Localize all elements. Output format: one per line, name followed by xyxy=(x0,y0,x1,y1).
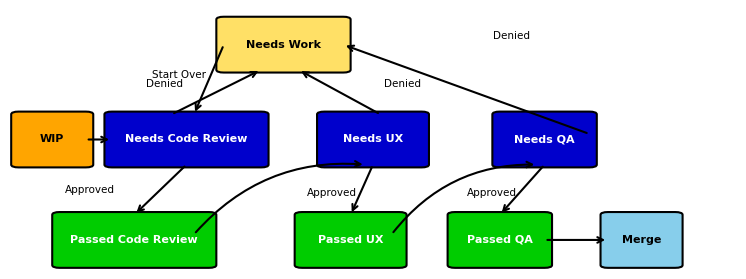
Text: Needs QA: Needs QA xyxy=(514,134,575,145)
FancyBboxPatch shape xyxy=(104,112,269,167)
Text: Start Over: Start Over xyxy=(152,70,206,80)
Text: Approved: Approved xyxy=(467,187,518,198)
Text: Approved: Approved xyxy=(64,185,115,195)
Text: Denied: Denied xyxy=(384,79,421,89)
FancyBboxPatch shape xyxy=(601,212,683,268)
Text: Needs Code Review: Needs Code Review xyxy=(125,134,248,145)
FancyBboxPatch shape xyxy=(11,112,93,167)
Text: WIP: WIP xyxy=(40,134,64,145)
FancyBboxPatch shape xyxy=(52,212,216,268)
Text: Needs UX: Needs UX xyxy=(343,134,403,145)
Text: Passed Code Review: Passed Code Review xyxy=(70,235,198,245)
FancyBboxPatch shape xyxy=(295,212,407,268)
Text: Merge: Merge xyxy=(622,235,661,245)
FancyBboxPatch shape xyxy=(317,112,429,167)
Text: Passed QA: Passed QA xyxy=(467,235,533,245)
FancyBboxPatch shape xyxy=(492,112,597,167)
Text: Denied: Denied xyxy=(492,31,530,41)
Text: Denied: Denied xyxy=(145,79,183,89)
FancyBboxPatch shape xyxy=(216,17,351,73)
Text: Approved: Approved xyxy=(307,187,357,198)
Text: Passed UX: Passed UX xyxy=(318,235,383,245)
FancyBboxPatch shape xyxy=(448,212,552,268)
Text: Needs Work: Needs Work xyxy=(246,40,321,50)
